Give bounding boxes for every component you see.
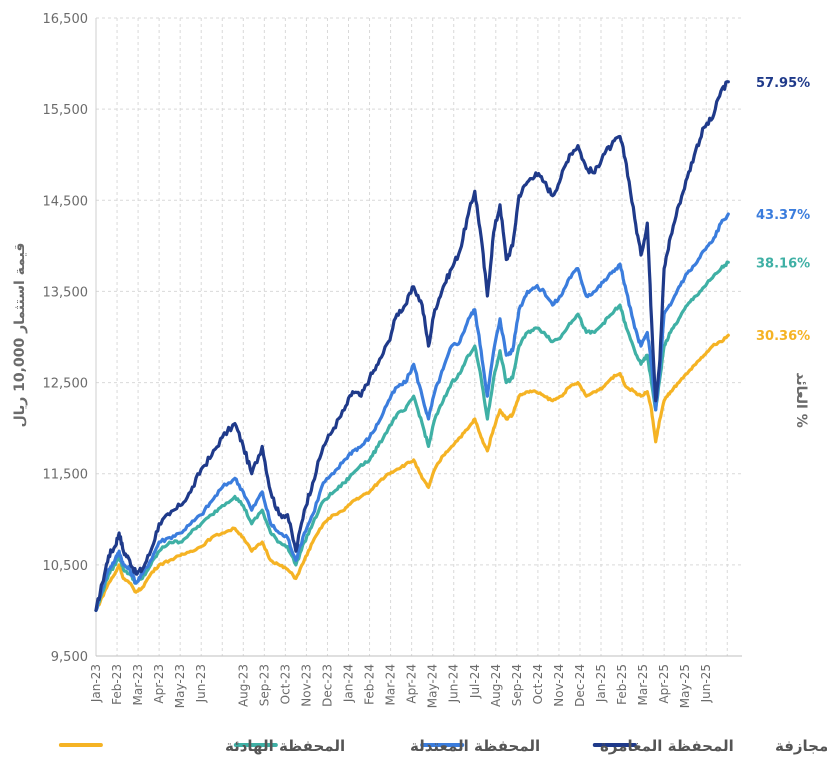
y-tick-label: 10,500 xyxy=(43,559,89,574)
legend-label-2: المحفظة المعتدلة xyxy=(410,737,540,755)
x-tick-label: Jan-25 xyxy=(594,664,608,703)
x-tick-label: Jan-23 xyxy=(89,664,103,703)
y-axis-ticks: 9,500 10,500 11,500 12,500 13,500 14,500 15,50… xyxy=(43,12,89,665)
x-tick-label: Jul-24 xyxy=(468,664,482,699)
x-tick-label: Dec-23 xyxy=(320,664,334,707)
y-tick-label: 14,500 xyxy=(43,194,89,209)
x-tick-label: Feb-24 xyxy=(363,664,377,705)
y-tick-label: 9,500 xyxy=(51,650,88,665)
series-line-0 xyxy=(94,80,730,612)
end-label-2: 38.16% xyxy=(756,256,810,271)
x-tick-label: Feb-23 xyxy=(110,664,124,705)
y-tick-label: 11,500 xyxy=(43,468,89,483)
x-tick-label: Apr-23 xyxy=(152,664,166,704)
x-tick-label: Apr-24 xyxy=(405,664,419,704)
x-tick-label: Jun-23 xyxy=(194,664,208,703)
series-line-2 xyxy=(94,260,730,612)
x-tick-label: Nov-24 xyxy=(552,664,566,707)
y-tick-label: 16,500 xyxy=(43,12,89,27)
x-tick-label: Apr-25 xyxy=(657,664,671,704)
secondary-y-axis-title: % العائد xyxy=(793,372,809,427)
x-tick-label: Jun-24 xyxy=(447,664,461,703)
legend-label-0: المحفظة المجازفة xyxy=(775,737,827,755)
end-labels: 57.95% 43.37% 38.16% 30.36% xyxy=(756,76,810,344)
x-tick-label: Aug-24 xyxy=(489,664,503,707)
legend: المحفظة المجازفة المحفظة المغامرة المحفظة … xyxy=(58,737,827,755)
y-tick-label: 15,500 xyxy=(43,103,89,118)
x-tick-label: Sep-24 xyxy=(510,664,524,706)
series-line-3 xyxy=(94,333,730,612)
series-lines xyxy=(94,80,730,612)
legend-label-1: المحفظة المغامرة xyxy=(600,737,734,755)
x-axis-ticks: Jan-23 Feb-23 Mar-23 Apr-23 May-23 Jun-23 Aug-… xyxy=(89,664,713,708)
x-tick-label: Jun-25 xyxy=(699,664,713,703)
y-axis-title: قيمة استثمار 10,000 ريال xyxy=(12,243,28,428)
x-tick-label: Feb-25 xyxy=(615,664,629,705)
x-tick-label: Aug-23 xyxy=(236,664,250,707)
x-tick-label: Mar-24 xyxy=(384,664,398,705)
x-tick-label: May-25 xyxy=(678,664,692,708)
x-tick-label: May-23 xyxy=(173,664,187,708)
x-tick-label: Oct-24 xyxy=(531,664,545,704)
end-label-0: 57.95% xyxy=(756,76,810,91)
x-tick-label: Dec-24 xyxy=(573,664,587,707)
x-tick-label: Mar-23 xyxy=(131,664,145,705)
x-tick-label: Jan-24 xyxy=(342,664,356,703)
series-line-1 xyxy=(94,212,730,612)
y-tick-label: 12,500 xyxy=(43,377,89,392)
x-tick-label: Oct-23 xyxy=(278,664,292,704)
y-tick-label: 13,500 xyxy=(43,285,89,300)
end-label-1: 43.37% xyxy=(756,208,810,223)
x-tick-label: Sep-23 xyxy=(257,664,271,706)
legend-label-3: المحفظة الهادئة xyxy=(225,737,345,755)
x-tick-label: Mar-25 xyxy=(636,664,650,705)
x-tick-label: Nov-23 xyxy=(299,664,313,707)
end-label-3: 30.36% xyxy=(756,329,810,344)
x-tick-label: May-24 xyxy=(426,664,440,708)
